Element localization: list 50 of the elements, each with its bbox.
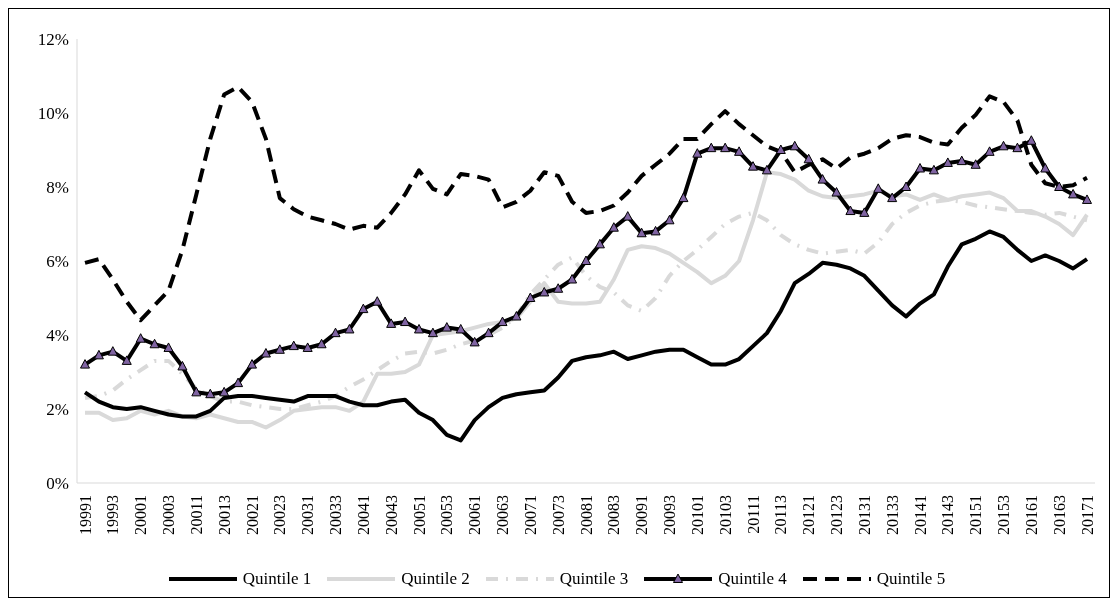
x-tick-label: 19991 [76,495,94,535]
legend-label: Quintile 2 [401,569,470,589]
x-tick-label: 20083 [605,495,623,535]
line-series [83,229,1089,443]
x-tick-label: 19993 [104,495,122,535]
x-tick-label: 20163 [1050,495,1068,535]
x-tick-label: 20063 [494,495,511,535]
x-tick-label: 20121 [800,495,818,535]
x-tick-label: 20113 [772,495,790,535]
legend-label: Quintile 5 [876,569,946,589]
y-tick-label: 6% [46,252,69,272]
x-tick-label: 20091 [633,495,651,535]
y-tick-label: 10% [37,104,69,124]
x-tick-label: 20161 [1022,495,1040,535]
x-tick-label: 20001 [132,495,150,535]
x-tick-label: 20123 [828,495,845,535]
legend-label: Quintile 4 [718,569,787,589]
x-tick-label: 20151 [967,495,985,535]
x-tick-label: 20093 [661,495,678,535]
x-tick-label: 20071 [521,495,539,535]
x-tick-label: 20131 [855,495,873,535]
x-tick-label: 20023 [271,495,289,535]
x-tick-label: 20041 [354,495,372,535]
x-tick-label: 20143 [939,495,957,535]
x-tick-label: 20033 [327,495,344,535]
x-tick-label: 20073 [549,495,567,535]
x-tick-label: 20133 [883,495,901,535]
y-tick-label: 12% [37,30,69,50]
y-tick-label: 2% [46,400,69,420]
y-tick-label: 8% [46,178,69,198]
x-tick-label: 20141 [911,495,929,535]
x-tick-label: 20101 [688,495,706,535]
x-tick-label: 20103 [716,495,734,535]
x-tick-label: 20013 [215,495,233,535]
x-tick-label: 20171 [1078,495,1096,535]
x-tick-label: 20081 [577,495,595,535]
x-tick-label: 20031 [299,495,317,535]
y-tick-label: 0% [46,474,69,494]
x-tick-label: 20153 [995,495,1012,535]
x-tick-label: 20003 [160,495,177,535]
x-tick-label: 20011 [187,495,205,535]
legend-label: Quintile 3 [559,569,629,589]
x-tick-label: 20053 [438,495,456,535]
x-tick-label: 20111 [744,495,762,534]
x-tick-label: 20061 [466,495,484,535]
x-tick-label: 20043 [382,495,400,535]
legend-label: Quintile 1 [242,569,312,589]
x-tick-label: 20021 [243,495,261,535]
x-tick-label: 20051 [410,495,428,535]
y-tick-label: 4% [46,326,69,346]
